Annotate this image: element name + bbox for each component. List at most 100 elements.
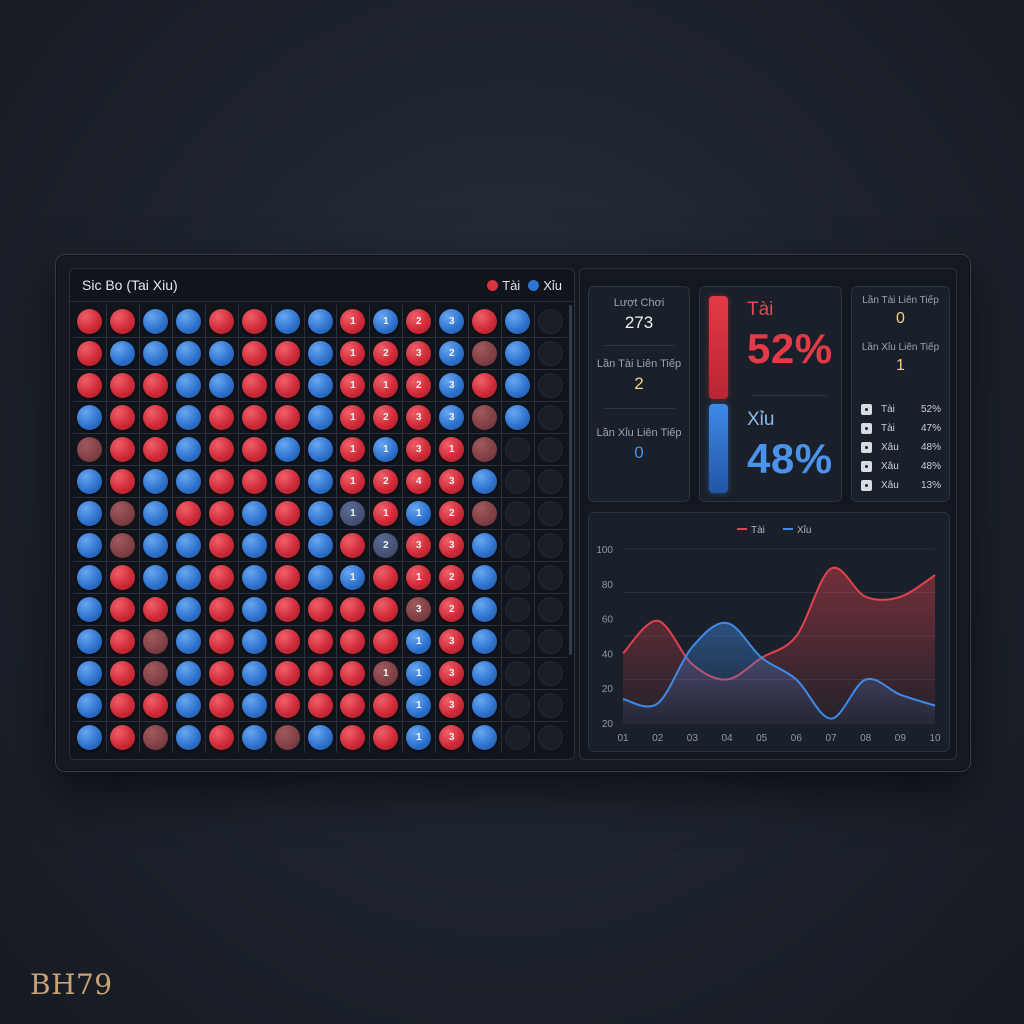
tai-bead — [142, 404, 168, 430]
tai-bead-number: 1 — [373, 500, 399, 526]
tai-bead-number: 3 — [406, 532, 432, 558]
xiu-bead — [241, 724, 267, 750]
xiu-bead — [505, 372, 531, 398]
tai-bead — [142, 372, 168, 398]
xiu-bead — [142, 564, 168, 590]
xiu-bead — [76, 628, 102, 654]
tai-bead-number: 3 — [439, 724, 465, 750]
xiu-bead — [76, 564, 102, 590]
die-one-icon — [861, 404, 872, 415]
empty-bead — [538, 692, 564, 718]
dice-pct: 48% — [920, 461, 941, 472]
grid-line — [73, 497, 567, 498]
grid-line — [73, 529, 567, 530]
grid-line — [73, 593, 567, 594]
tai-bead-dim — [472, 404, 498, 430]
y-tick-label: 20 — [602, 719, 614, 730]
xiu-bead — [175, 660, 201, 686]
xiu-bead-dim-number: 2 — [373, 532, 399, 558]
dice-pct: 48% — [920, 442, 941, 453]
x-tick-label: 09 — [895, 733, 907, 744]
xiu-bead — [76, 500, 102, 526]
tai-bead-dim — [472, 500, 498, 526]
xiu-bead — [307, 340, 333, 366]
xiu-bead — [241, 628, 267, 654]
tai-bead-number: 1 — [340, 308, 366, 334]
xiu-bead-number: 2 — [439, 340, 465, 366]
grid-line — [73, 657, 567, 658]
xiu-bead — [142, 500, 168, 526]
dice-name: Tài — [881, 404, 895, 415]
y-tick-label: 20 — [602, 684, 614, 695]
empty-bead — [505, 468, 531, 494]
xiu-bead — [175, 436, 201, 462]
xiu-bead — [241, 532, 267, 558]
tai-bead-number: 2 — [373, 404, 399, 430]
die-five-icon — [861, 423, 872, 434]
tai-bead-number: 2 — [373, 468, 399, 494]
red-dot-icon — [487, 279, 499, 291]
xiu-bead — [472, 596, 498, 622]
board-title: Sic Bo (Tai Xiu) — [82, 277, 178, 293]
tai-streak2-value: 0 — [896, 310, 905, 327]
tai-bead — [76, 372, 102, 398]
tai-bead — [208, 724, 234, 750]
y-tick-label: 40 — [602, 649, 614, 660]
grid-line — [73, 433, 567, 434]
tai-bead — [307, 660, 333, 686]
stats-card: Lượt Chơi 273 Lần Tài Liên Tiếp 2 Lần Xỉ… — [588, 286, 690, 502]
legend-label: Tài — [751, 525, 765, 536]
tai-bead-number: 3 — [439, 692, 465, 718]
xiu-bead — [142, 308, 168, 334]
board-scrollbar[interactable] — [569, 305, 572, 655]
blue-dot-icon — [528, 279, 540, 291]
xiu-bead — [175, 404, 201, 430]
tai-bead-number: 3 — [439, 660, 465, 686]
xiu-bead-number: 3 — [439, 372, 465, 398]
tai-bead — [373, 564, 399, 590]
tai-bead — [274, 628, 300, 654]
tai-bead — [208, 660, 234, 686]
series-area-xiu — [623, 622, 935, 723]
x-tick-label: 03 — [687, 733, 699, 744]
tai-bead — [109, 564, 135, 590]
rounds-label: Lượt Chơi — [613, 297, 665, 309]
empty-bead — [538, 532, 564, 558]
xiu-ratio-bar — [709, 404, 728, 493]
tai-bead — [109, 436, 135, 462]
tai-bead-number: 2 — [406, 308, 432, 334]
tai-bead — [208, 564, 234, 590]
xiu-bead — [241, 596, 267, 622]
empty-bead — [505, 692, 531, 718]
grid-line — [73, 721, 567, 722]
tai-bead — [274, 340, 300, 366]
xiu-bead-number: 1 — [340, 564, 366, 590]
tai-bead — [175, 500, 201, 526]
tai-bead — [241, 308, 267, 334]
tai-bead — [109, 468, 135, 494]
tai-bead — [373, 692, 399, 718]
tai-bead — [208, 500, 234, 526]
divider — [603, 345, 675, 346]
xiu-bead — [505, 308, 531, 334]
xiu-bead — [307, 724, 333, 750]
xiu-bead — [307, 564, 333, 590]
tai-bead — [109, 692, 135, 718]
xiu-bead-number: 1 — [373, 308, 399, 334]
xiu-bead — [307, 372, 333, 398]
tai-bead — [274, 468, 300, 494]
xiu-bead — [307, 436, 333, 462]
empty-bead — [538, 724, 564, 750]
tai-bead-dim — [274, 724, 300, 750]
tai-bead-number: 3 — [406, 404, 432, 430]
ratio-xiu-pct: 48% — [747, 435, 833, 482]
dice-list: Tài 52% Tài 47% Xâu 48% Xâu 48% Xâu 13% — [861, 400, 941, 495]
empty-bead — [538, 468, 564, 494]
empty-bead — [538, 436, 564, 462]
legend-label: Xỉu — [797, 524, 811, 536]
x-tick-label: 07 — [825, 733, 837, 744]
y-tick-label: 80 — [602, 580, 614, 591]
empty-bead — [505, 628, 531, 654]
